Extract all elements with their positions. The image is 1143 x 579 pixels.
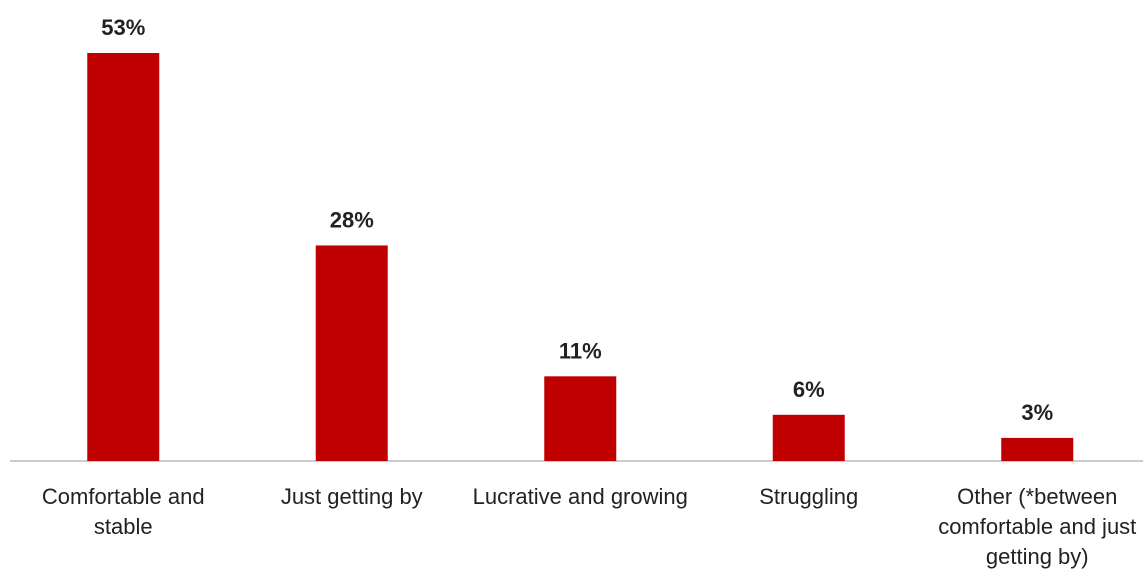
- bar: [87, 53, 160, 461]
- value-label: 28%: [330, 207, 374, 232]
- bar: [315, 245, 388, 461]
- value-label: 11%: [559, 338, 602, 363]
- bar: [1001, 437, 1074, 461]
- value-label: 3%: [1021, 400, 1053, 425]
- x-tick-label: Comfortable and stable: [41, 484, 205, 539]
- bar: [544, 376, 617, 461]
- value-label: 6%: [793, 377, 825, 402]
- x-tick-label: Lucrative and growing: [472, 484, 688, 509]
- value-label: 53%: [101, 15, 145, 40]
- x-tick-label: Just getting by: [280, 484, 423, 509]
- x-tick-label: Other (*between comfortable and just get…: [938, 484, 1137, 569]
- x-tick-label: Struggling: [759, 484, 859, 509]
- bar: [772, 414, 845, 461]
